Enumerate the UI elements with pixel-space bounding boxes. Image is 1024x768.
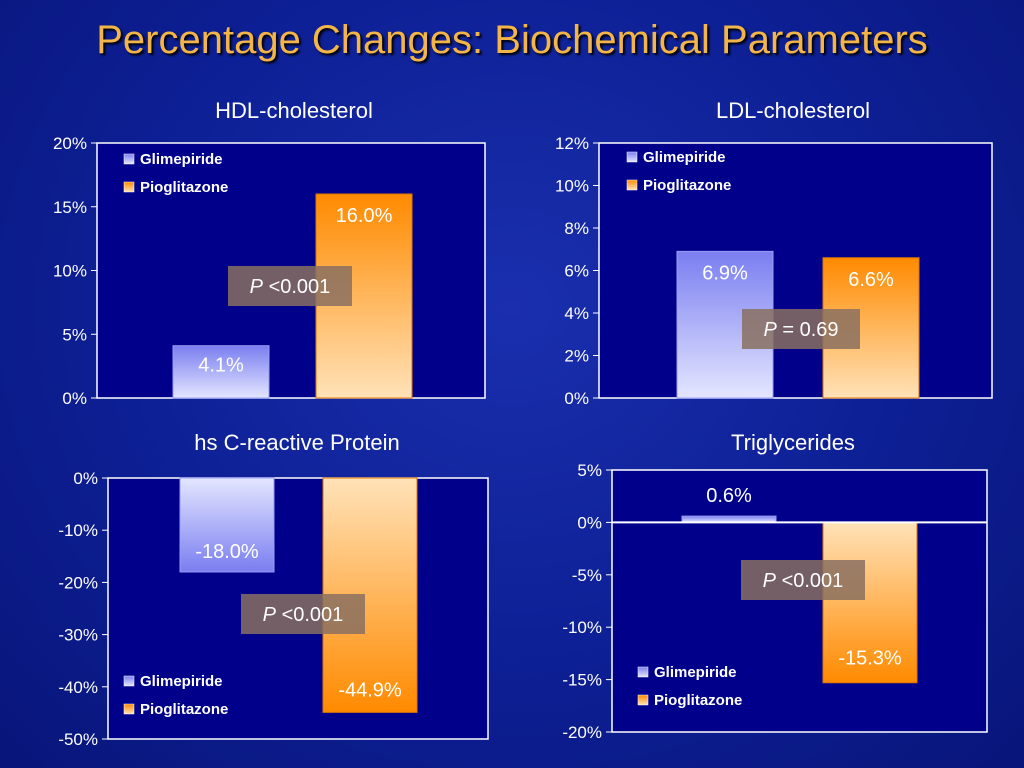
- legend-label: Glimepiride: [140, 673, 223, 690]
- legend-swatch: [123, 181, 135, 193]
- chart-panel: hs C-reactive Protein -50% -40% -30% -20% -10…: [58, 430, 489, 749]
- plot-area: [611, 469, 988, 733]
- data-label: 4.1%: [198, 355, 244, 377]
- chart-title: Triglycerides: [731, 430, 855, 455]
- p-value-box: [741, 560, 865, 600]
- chart-title: HDL-cholesterol: [215, 98, 373, 123]
- y-tick-label: -15%: [562, 671, 602, 690]
- y-tick-label: 5%: [577, 461, 602, 480]
- legend: Glimepiride Pioglitazone: [123, 673, 228, 718]
- y-tick-label: 10%: [53, 262, 87, 281]
- legend-label: Glimepiride: [140, 151, 223, 168]
- p-value-box: [742, 309, 860, 349]
- chart-title: hs C-reactive Protein: [194, 430, 399, 455]
- slide-title: Percentage Changes: Biochemical Paramete…: [96, 18, 928, 62]
- p-value-label: P <0.001: [250, 276, 331, 298]
- data-label: -44.9%: [338, 679, 402, 701]
- data-label: 6.6%: [848, 269, 894, 291]
- p-value-label: P <0.001: [263, 604, 344, 626]
- legend-swatch: [123, 703, 135, 715]
- legend-label: Pioglitazone: [140, 179, 228, 196]
- p-value-box: [241, 594, 365, 634]
- p-value-label: P <0.001: [763, 570, 844, 592]
- y-tick-label: 12%: [555, 134, 589, 153]
- chart-panel: Triglycerides -20% -15% -10% -5% 0% 5% 0.6% -15.…: [562, 430, 988, 742]
- y-tick-label: -30%: [58, 626, 98, 645]
- legend-label: Pioglitazone: [140, 701, 228, 718]
- plot-area: [598, 142, 993, 399]
- y-tick-label: -50%: [58, 730, 98, 749]
- chart-panel: LDL-cholesterol 0% 2% 4% 6% 8% 10% 12% 6.9% 6.6% P…: [555, 98, 993, 408]
- y-tick-label: -20%: [58, 573, 98, 592]
- y-tick-label: -10%: [58, 521, 98, 540]
- data-label: 16.0%: [336, 205, 393, 227]
- y-tick-label: 0%: [577, 513, 602, 532]
- y-tick-label: -20%: [562, 723, 602, 742]
- p-value-label: P = 0.69: [763, 319, 838, 341]
- data-label: -18.0%: [195, 541, 259, 563]
- y-tick-label: 20%: [53, 134, 87, 153]
- y-tick-label: 0%: [62, 389, 87, 408]
- legend: Glimepiride Pioglitazone: [123, 151, 228, 196]
- y-tick-label: 8%: [564, 219, 589, 238]
- legend-label: Glimepiride: [643, 149, 726, 166]
- chart-title: LDL-cholesterol: [716, 98, 870, 123]
- legend: Glimepiride Pioglitazone: [637, 664, 742, 709]
- y-tick-label: 15%: [53, 198, 87, 217]
- y-tick-label: 5%: [62, 325, 87, 344]
- p-value-box: [228, 266, 352, 306]
- y-tick-label: -40%: [58, 678, 98, 697]
- legend-swatch: [626, 151, 638, 163]
- bar: [822, 521, 918, 684]
- legend-label: Glimepiride: [654, 664, 737, 681]
- bar: [172, 345, 270, 399]
- legend-swatch: [626, 179, 638, 191]
- legend-swatch: [123, 153, 135, 165]
- y-tick-label: 0%: [564, 389, 589, 408]
- data-label: 6.9%: [702, 262, 748, 284]
- y-tick-label: 0%: [73, 469, 98, 488]
- legend-swatch: [123, 675, 135, 687]
- legend: Glimepiride Pioglitazone: [626, 149, 731, 194]
- legend-label: Pioglitazone: [643, 177, 731, 194]
- y-tick-label: 4%: [564, 304, 589, 323]
- legend-swatch: [637, 666, 649, 678]
- y-tick-label: -5%: [572, 566, 602, 585]
- y-tick-label: -10%: [562, 618, 602, 637]
- y-tick-label: 10%: [555, 177, 589, 196]
- chart-panel: HDL-cholesterol 0% 5% 10% 15% 20% 4.1% 16.0% P <…: [53, 98, 486, 408]
- bar: [179, 477, 275, 573]
- y-tick-label: 2%: [564, 347, 589, 366]
- legend-swatch: [637, 694, 649, 706]
- legend-label: Pioglitazone: [654, 692, 742, 709]
- data-label: -15.3%: [838, 648, 902, 670]
- y-tick-label: 6%: [564, 262, 589, 281]
- data-label: 0.6%: [706, 485, 752, 507]
